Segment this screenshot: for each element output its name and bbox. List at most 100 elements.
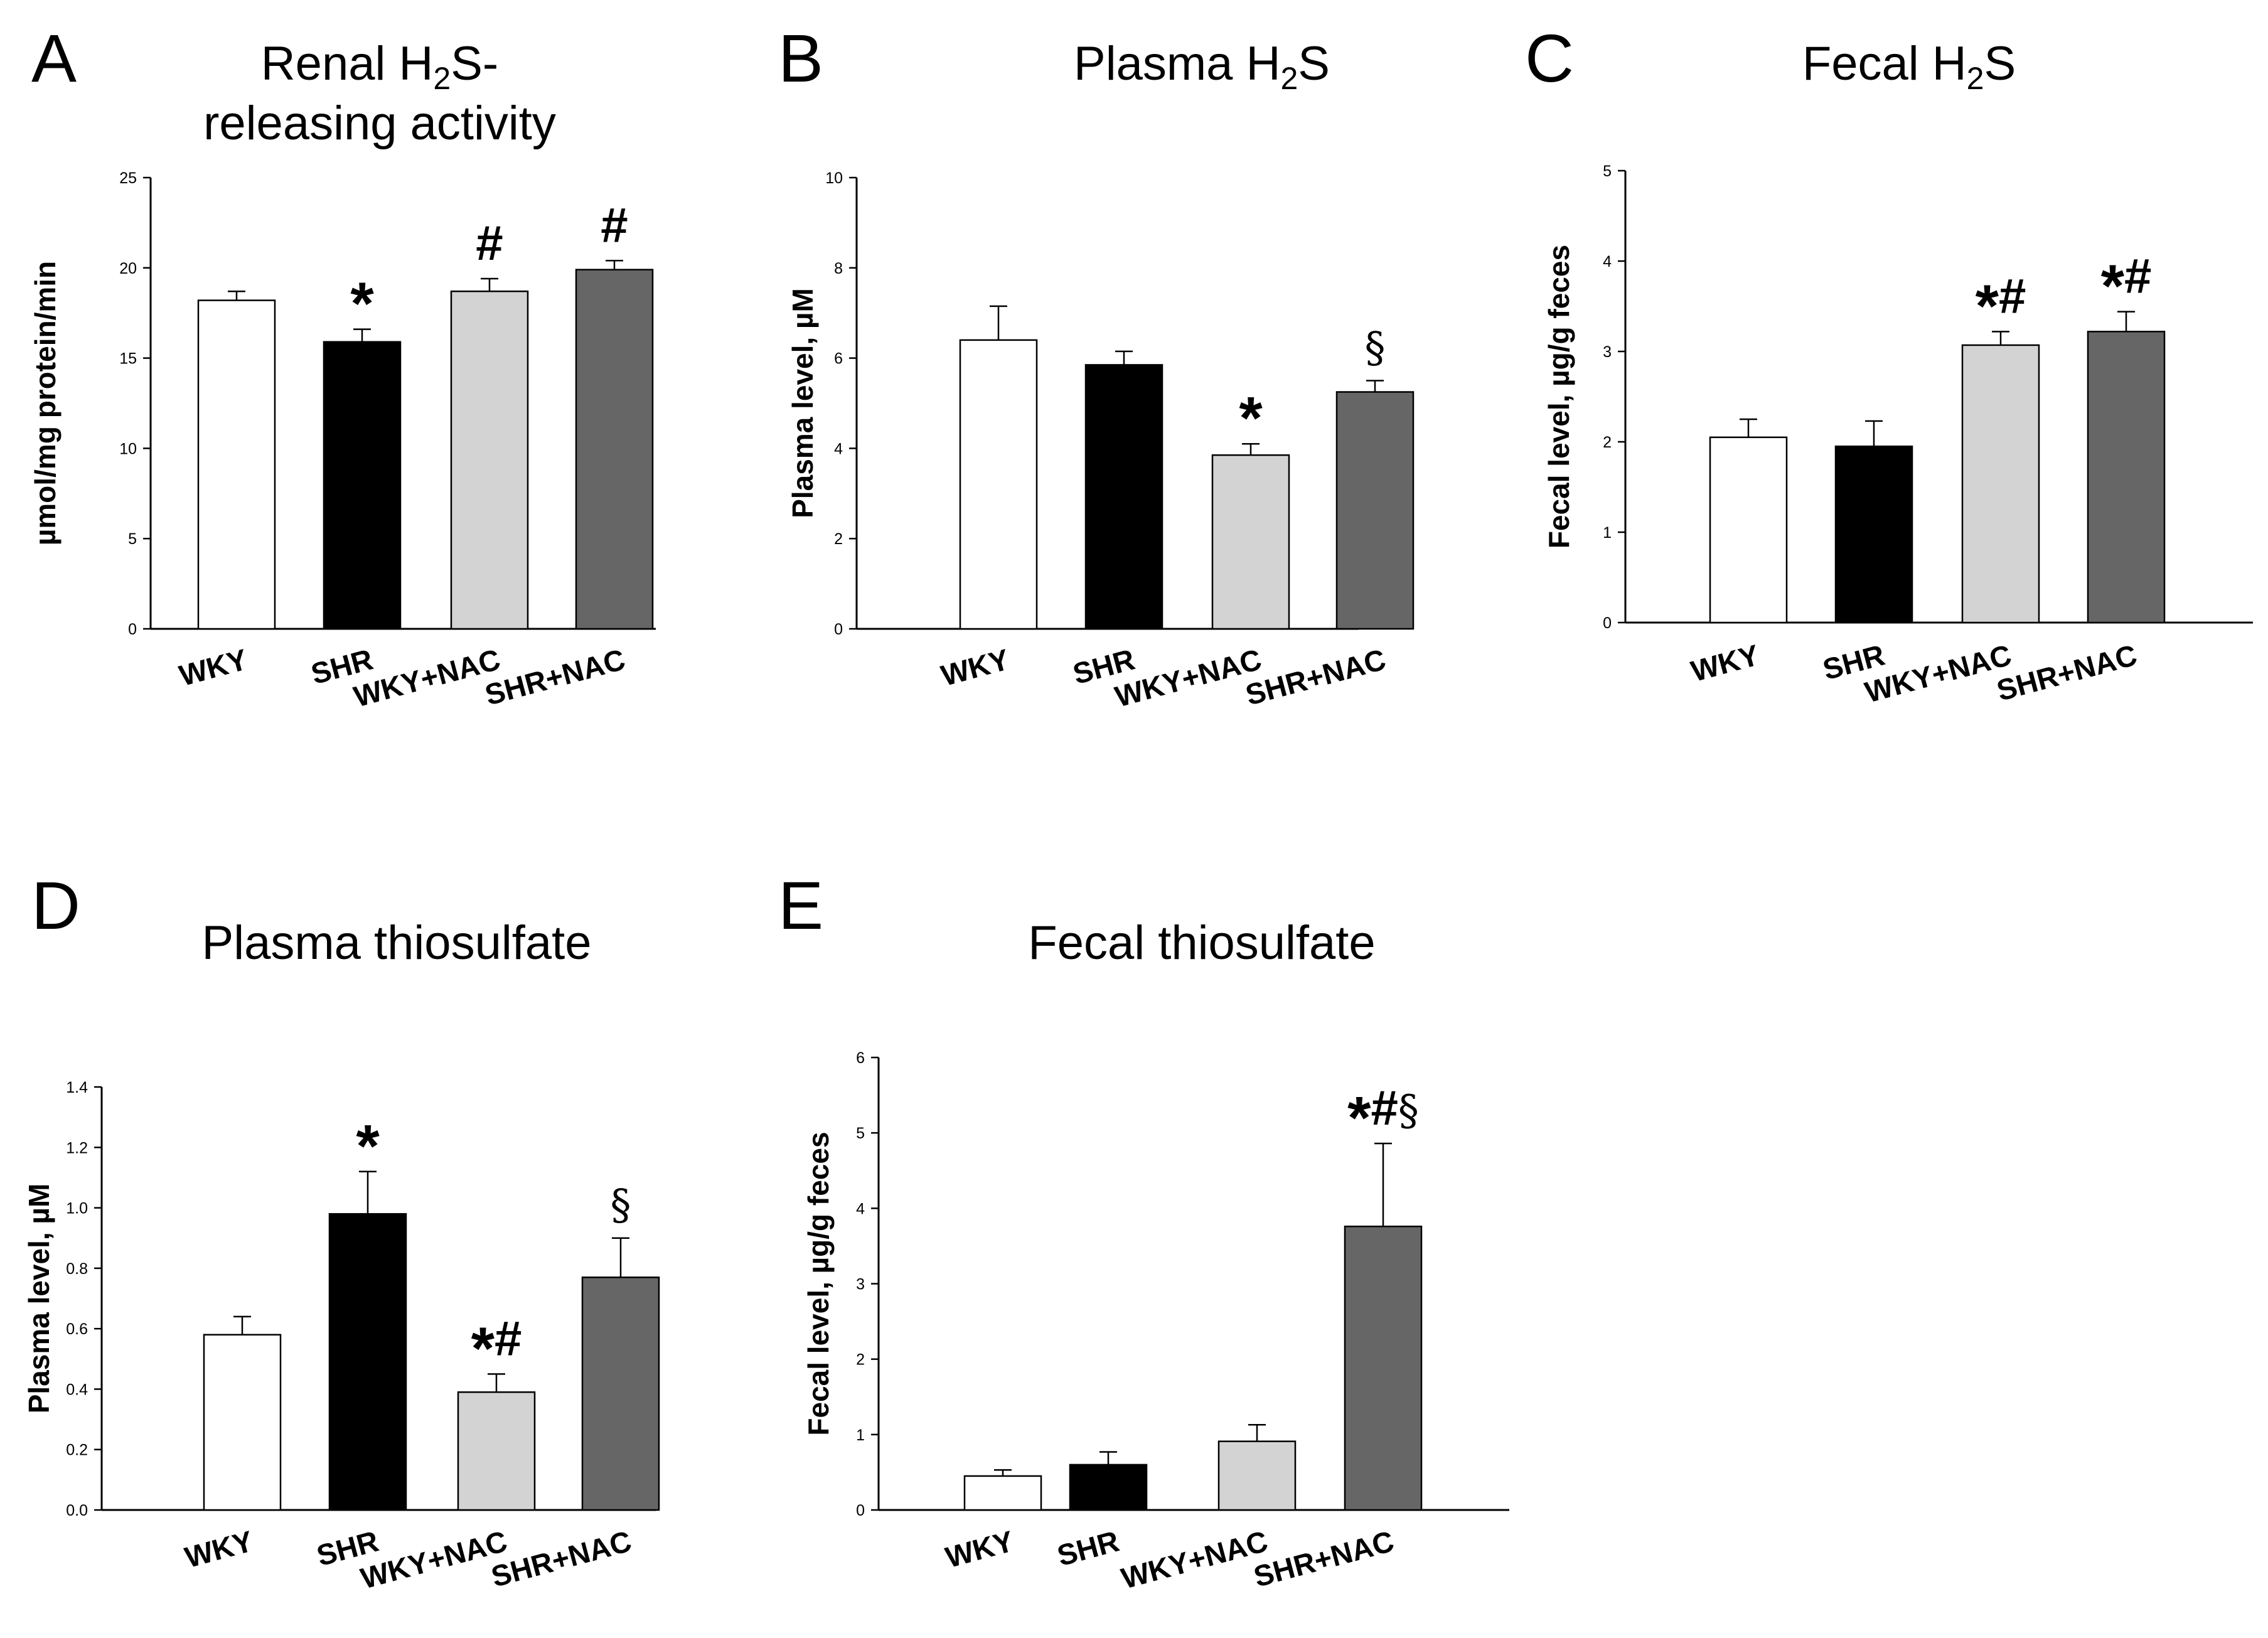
bar-wky [197,299,276,630]
chart-panel-a: A Renal H2S-releasing activity 0 5 10 15 20 25 µ… [29,20,656,714]
bar-wky-nac [1217,1440,1297,1511]
y-tick-label: 0.6 [66,1320,88,1338]
y-tick-label: 5 [856,1125,865,1142]
y-tick-label: 5 [128,530,137,548]
significance-symbol: § [611,1181,631,1229]
bar-shr-nac [1335,391,1415,630]
y-axis-label: Fecal level, µg/g feces [1543,245,1575,549]
panel-letter: C [1525,20,1574,96]
title-segment: S- [451,37,498,90]
bar-wky-nac [1961,344,2040,624]
y-axis-label: Plasma level, µM [23,1184,55,1414]
y-tick-label: 2 [834,530,843,548]
significance-symbol: # [495,1310,522,1366]
significance-marker: *# [1976,268,2026,340]
y-tick-label: 0.2 [66,1442,88,1459]
bar-wky [203,1334,282,1511]
significance-symbol: # [1371,1080,1398,1135]
significance-symbol: * [356,1113,380,1180]
title-segment: Plasma thiosulfate [202,916,592,970]
y-tick-label: 8 [834,260,843,277]
y-tick-label: 0 [128,621,137,638]
bar-shr-nac [2087,331,2166,624]
panel-letter: B [778,20,823,96]
title-segment: releasing activity [203,97,556,150]
y-tick-label: 4 [834,440,843,458]
y-tick-label: 6 [834,350,843,368]
y-tick-label: 1 [856,1427,865,1444]
chart-title-line: releasing activity [203,97,556,150]
significance-symbol: # [601,197,628,252]
significance-symbol: # [2124,249,2151,304]
chart-title-line: Fecal H2S [1802,37,2016,96]
title-subscript: 2 [433,61,451,96]
panel-letter: D [31,867,80,943]
title-subscript: 2 [1967,61,1984,96]
significance-marker: § [611,1181,631,1229]
title-segment: Fecal thiosulfate [1028,916,1375,970]
bar-wky-nac [457,1391,536,1511]
y-tick-label: 6 [856,1049,865,1067]
significance-marker: * [1239,385,1263,452]
title-segment: Plasma H [1074,37,1280,90]
bar-wky [963,1475,1042,1511]
y-tick-label: 0 [856,1502,865,1519]
y-tick-label: 1.2 [66,1139,88,1157]
title-segment: Fecal H [1802,37,1967,90]
y-tick-label: 3 [856,1276,865,1293]
bar-shr-nac [581,1277,660,1511]
y-tick-label: 0.4 [66,1381,88,1398]
title-subscript: 2 [1280,61,1298,96]
y-axis-label: µmol/mg protein/min [29,261,62,545]
significance-marker: # [601,197,628,252]
bar-shr [323,341,402,630]
y-tick-label: 4 [856,1200,865,1218]
significance-symbol: * [2101,253,2125,320]
y-tick-label: 5 [1603,163,1612,180]
panel-letter: A [31,20,77,96]
significance-marker: *#§ [1347,1080,1419,1152]
significance-symbol: * [350,270,374,338]
y-tick-label: 3 [1603,343,1612,361]
significance-symbol: § [1398,1086,1419,1135]
chart-title-line: Plasma H2S [1074,37,1330,96]
bar-shr [1069,1464,1148,1511]
significance-marker: *# [471,1310,522,1382]
significance-marker: * [356,1113,380,1180]
chart-title-line: Plasma thiosulfate [202,916,592,970]
significance-symbol: * [1976,272,1999,340]
y-tick-label: 25 [119,169,137,187]
y-tick-label: 15 [119,350,137,368]
y-tick-label: 1 [1603,524,1612,542]
y-tick-label: 1.4 [66,1079,88,1096]
bar-shr-nac [575,269,654,630]
y-tick-label: 2 [856,1351,865,1369]
significance-symbol: § [1365,324,1386,372]
significance-symbol: # [1999,268,2026,323]
bar-wky-nac [450,290,529,630]
significance-symbol: * [1239,385,1263,452]
y-tick-label: 10 [825,169,843,187]
y-tick-label: 2 [1603,434,1612,451]
significance-symbol: * [1347,1084,1371,1152]
y-tick-label: 0 [1603,614,1612,632]
panel-letter: E [778,867,823,943]
bar-wky [1709,436,1788,624]
significance-marker: § [1365,324,1386,372]
y-axis-label: Plasma level, µM [786,288,819,518]
title-segment: S [1298,37,1330,90]
y-tick-label: 4 [1603,253,1612,270]
bar-shr [328,1212,407,1511]
significance-marker: * [350,270,374,338]
y-tick-label: 1.0 [66,1200,88,1218]
y-tick-label: 10 [119,440,137,458]
bar-wky-nac [1211,454,1290,630]
bar-wky [959,339,1038,630]
bar-shr [1084,364,1163,630]
y-axis-label: Fecal level, µg/g feces [802,1132,835,1435]
significance-symbol: * [471,1315,495,1382]
title-segment: S [1984,37,2016,90]
y-tick-label: 20 [119,260,137,277]
significance-symbol: # [476,215,503,270]
